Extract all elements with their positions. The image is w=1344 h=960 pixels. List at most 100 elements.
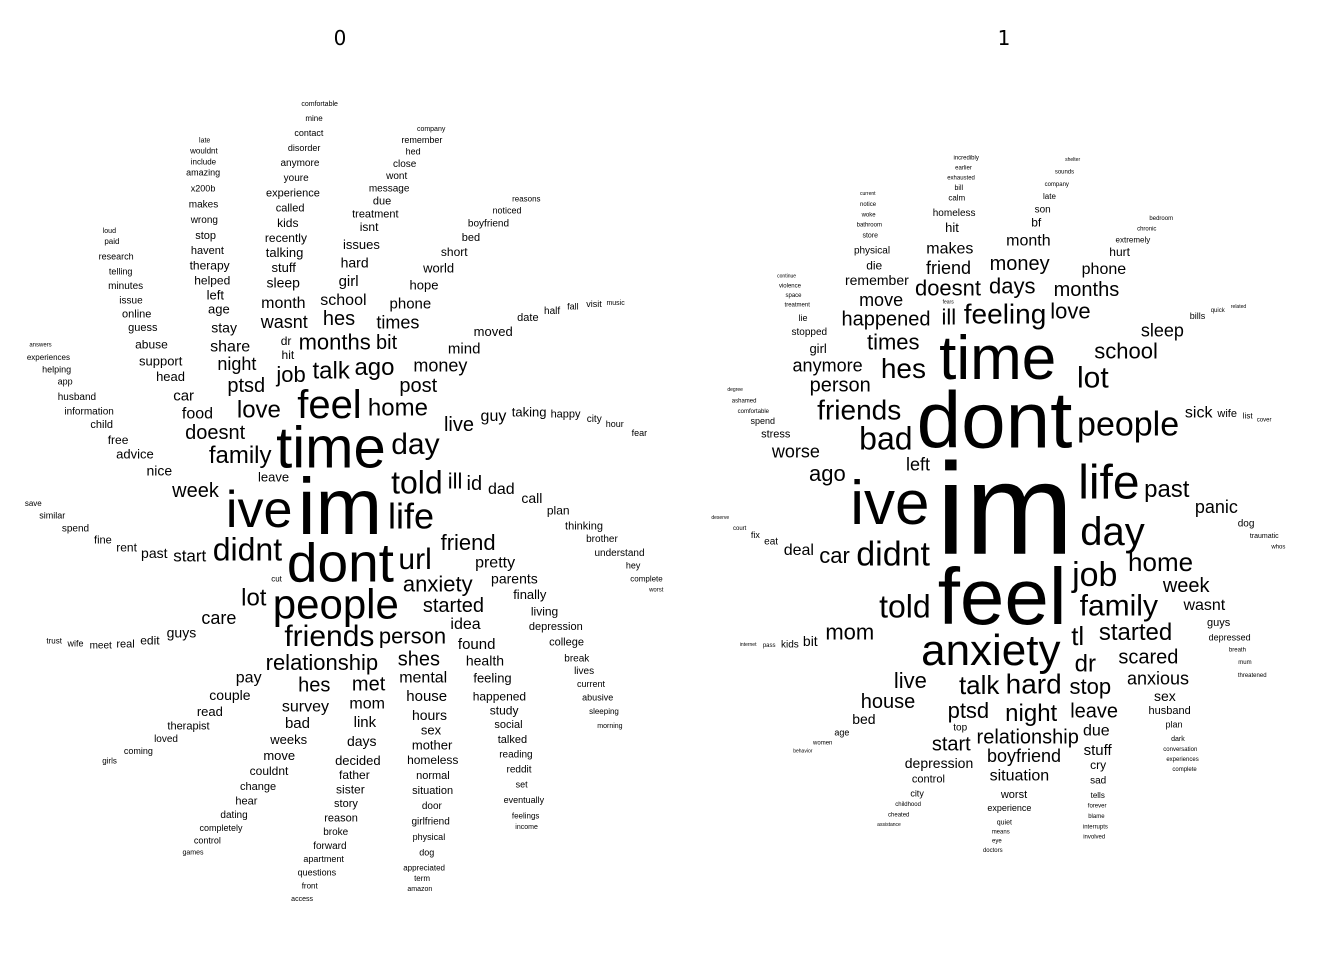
word-makes: makes — [926, 240, 973, 257]
word-late: late — [1043, 192, 1056, 201]
word-ive: ive — [226, 481, 292, 539]
word-link: link — [354, 714, 377, 731]
word-anxiety: anxiety — [403, 571, 473, 596]
word-treatment: treatment — [352, 208, 398, 220]
word-ill: ill — [941, 305, 956, 330]
word-fix: fix — [751, 530, 761, 540]
word-access: access — [291, 896, 313, 903]
word-friends: friends — [817, 395, 901, 426]
word-guys: guys — [167, 625, 197, 641]
word-ive: ive — [850, 469, 929, 538]
word-comfortable: comfortable — [301, 101, 338, 108]
word-guy: guy — [481, 408, 507, 425]
word-kids: kids — [781, 639, 799, 650]
word-anxiety: anxiety — [921, 626, 1060, 675]
word-share: share — [210, 339, 250, 356]
word-hed: hed — [406, 147, 421, 157]
word-notice: notice — [860, 202, 877, 208]
word-store: store — [862, 232, 878, 239]
word-chronic: chronic — [1137, 226, 1156, 232]
word-experience: experience — [987, 803, 1031, 813]
word-traumatic: traumatic — [1250, 533, 1279, 540]
word-family: family — [209, 442, 272, 469]
word-bit: bit — [803, 633, 818, 649]
word-hit: hit — [282, 348, 295, 362]
word-home: home — [368, 394, 428, 421]
word-happened: happened — [842, 309, 931, 331]
word-edit: edit — [140, 634, 160, 648]
word-cheated: cheated — [888, 812, 909, 818]
word-moved: moved — [474, 324, 513, 339]
word-dont: dont — [287, 532, 394, 594]
word-mom: mom — [349, 695, 385, 712]
word-company: company — [417, 126, 446, 133]
word-start: start — [932, 734, 971, 756]
word-hes: hes — [298, 674, 330, 696]
word-social: social — [494, 719, 522, 731]
word-appreciated: appreciated — [403, 864, 445, 873]
word-school: school — [320, 292, 366, 309]
word-due: due — [1083, 723, 1110, 740]
word-bed: bed — [462, 232, 480, 244]
word-ptsd: ptsd — [948, 698, 990, 723]
word-wasnt: wasnt — [1182, 597, 1225, 614]
word-sleep: sleep — [266, 274, 300, 290]
word-havent: havent — [191, 245, 224, 257]
word-term: term — [414, 874, 430, 883]
word-change: change — [240, 781, 276, 793]
word-woke: woke — [861, 212, 877, 218]
word-shelter: shelter — [1065, 157, 1080, 163]
word-half: half — [544, 306, 560, 317]
word-morning: morning — [597, 723, 622, 730]
word-complete: complete — [1172, 767, 1197, 773]
word-talk: talk — [959, 670, 1000, 700]
word-girlfriend: girlfriend — [411, 817, 449, 828]
word-stuff: stuff — [271, 260, 296, 275]
word-finally: finally — [513, 587, 547, 602]
word-lie: lie — [799, 313, 808, 323]
word-hey: hey — [626, 560, 641, 570]
word-support: support — [139, 353, 183, 368]
word-world: world — [422, 261, 454, 276]
word-wife: wife — [66, 639, 83, 649]
word-months: months — [1054, 279, 1120, 301]
word-idea: idea — [450, 616, 480, 633]
word-understand: understand — [594, 548, 644, 559]
word-extremely: extremely — [1116, 236, 1151, 245]
word-doesnt: doesnt — [915, 275, 981, 300]
word-comfortable: comfortable — [738, 409, 770, 415]
word-school: school — [1094, 338, 1158, 363]
word-means: means — [992, 829, 1010, 835]
word-found: found — [458, 636, 496, 653]
word-feel: feel — [938, 552, 1067, 641]
word-ptsd: ptsd — [227, 375, 265, 397]
word-pretty: pretty — [475, 554, 515, 571]
word-hope: hope — [410, 278, 439, 293]
word-issue: issue — [119, 295, 143, 306]
word-boyfriend: boyfriend — [468, 219, 509, 230]
word-scared: scared — [1118, 646, 1178, 668]
word-break: break — [564, 653, 590, 664]
word-lives: lives — [574, 666, 594, 677]
word-love: love — [237, 396, 281, 423]
word-couldnt: couldnt — [250, 764, 289, 778]
word-people: people — [1077, 405, 1179, 443]
word-front: front — [302, 881, 319, 890]
word-life: life — [388, 496, 434, 537]
word-night: night — [217, 354, 256, 374]
word-called: called — [276, 202, 305, 214]
word-cover: cover — [1257, 417, 1272, 423]
word-left: left — [207, 287, 225, 302]
word-past: past — [141, 545, 168, 561]
word-issues: issues — [343, 237, 380, 252]
word-hard: hard — [1006, 669, 1062, 700]
word-im: im — [936, 436, 1073, 582]
word-husband: husband — [1149, 705, 1191, 717]
word-days: days — [347, 733, 377, 749]
word-week: week — [1162, 575, 1211, 597]
word-couple: couple — [209, 687, 250, 703]
word-anymore: anymore — [793, 355, 863, 375]
word-kids: kids — [277, 216, 298, 230]
word-helped: helped — [194, 273, 230, 287]
word-months: months — [299, 329, 371, 354]
